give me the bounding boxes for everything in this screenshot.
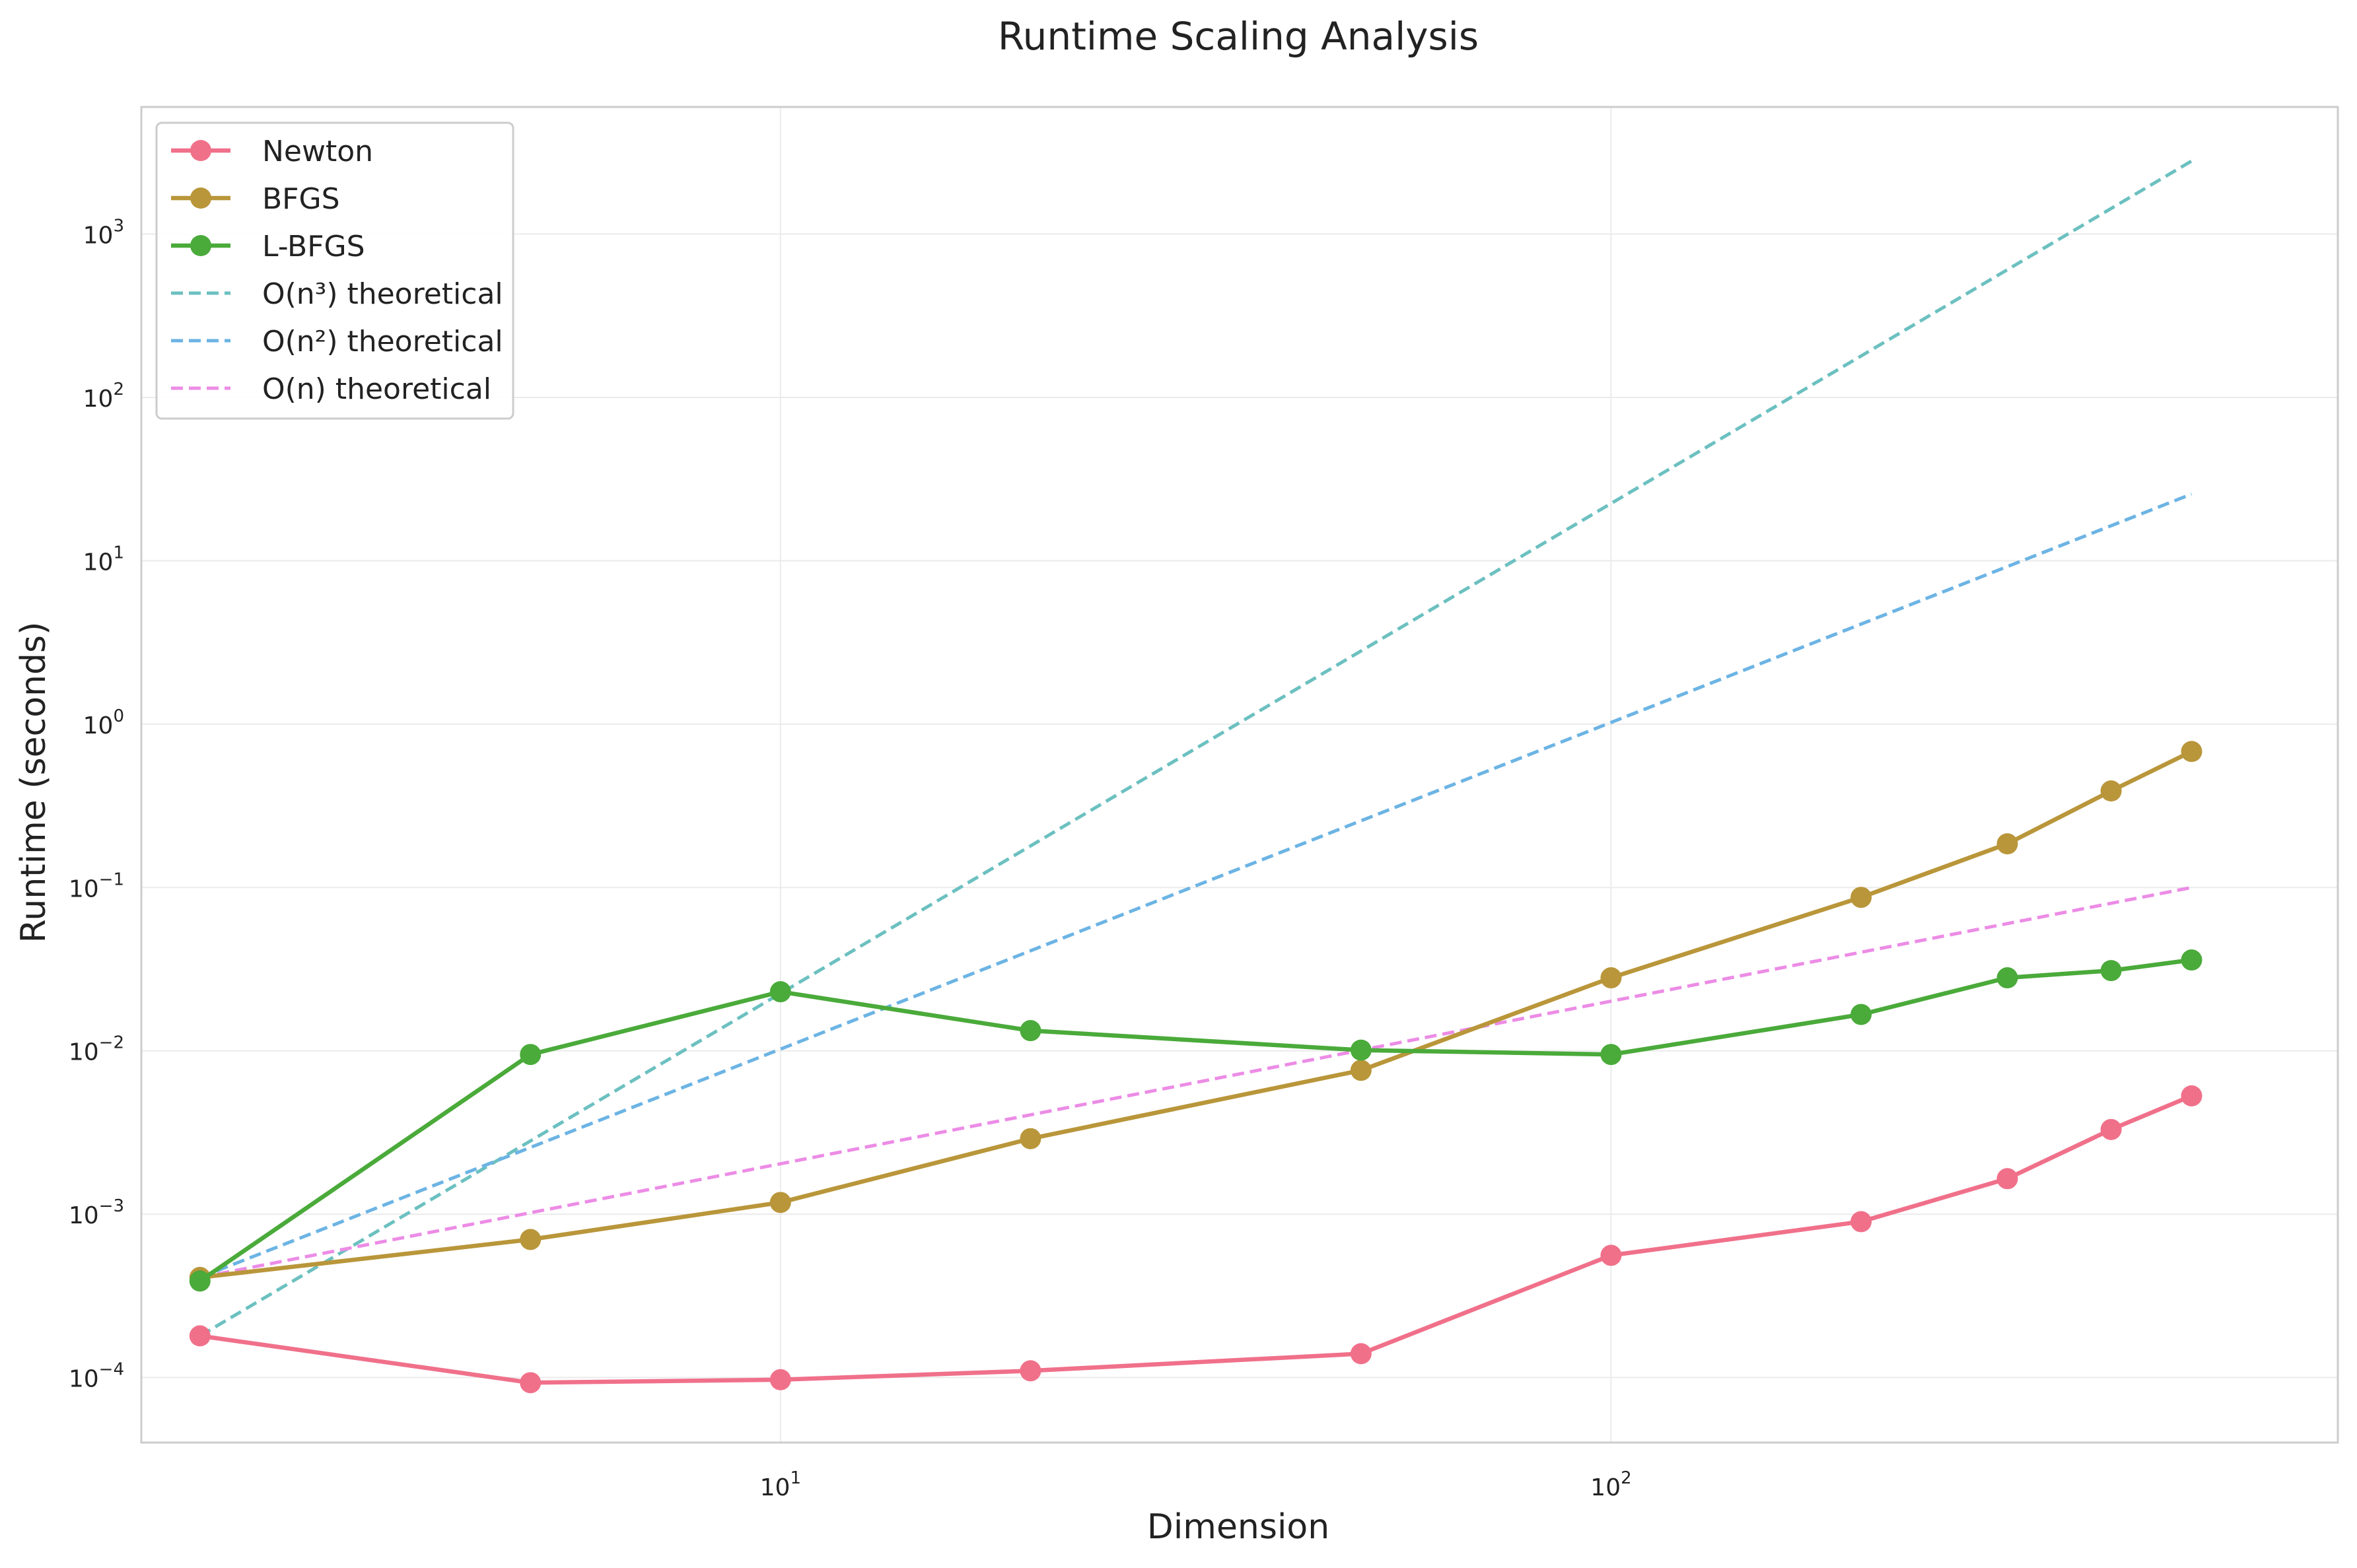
x-tick-label-base: 10 (1590, 1474, 1621, 1501)
data-point-newton (1850, 1211, 1872, 1233)
data-point-newton (1350, 1343, 1372, 1365)
data-point-l-bfgs (1020, 1020, 1041, 1042)
series-line-o-n-theoretical (199, 493, 2193, 1279)
data-point-l-bfgs (1600, 1044, 1622, 1066)
legend-item-l-bfgs: L-BFGS (171, 230, 365, 263)
series-newton (189, 1085, 2202, 1394)
legend-item-o-n-theoretical: O(n²) theoretical (171, 325, 503, 358)
y-tick-label-exponent: −4 (99, 1360, 124, 1380)
data-point-bfgs (2181, 741, 2202, 763)
y-tick-label: 102 (83, 380, 124, 413)
data-point-bfgs (1850, 887, 1872, 908)
data-point-l-bfgs (1850, 1004, 1872, 1025)
data-point-l-bfgs (520, 1044, 542, 1066)
legend-item-o-n-theoretical: O(n³) theoretical (171, 277, 503, 311)
x-tick-label-base: 10 (760, 1474, 791, 1501)
legend-frame (155, 121, 514, 420)
y-tick-label-exponent: 0 (113, 706, 124, 726)
y-tick-label-exponent: −2 (99, 1033, 124, 1053)
y-tick-label: 103 (83, 217, 124, 250)
y-tick-label-base: 10 (69, 1039, 99, 1066)
data-point-newton (1020, 1360, 1041, 1382)
data-point-bfgs (2100, 780, 2122, 802)
series-o-n-theoretical (199, 159, 2193, 1338)
y-tick-label: 10−3 (69, 1196, 124, 1229)
legend-label: Newton (262, 135, 373, 168)
y-tick-label-base: 10 (69, 1202, 99, 1229)
y-tick-label-base: 10 (83, 712, 114, 739)
y-tick-label-base: 10 (83, 222, 114, 250)
y-tick-label: 10−4 (69, 1360, 124, 1393)
data-point-bfgs (769, 1192, 791, 1213)
legend-label: O(n²) theoretical (262, 325, 503, 358)
data-point-l-bfgs (1350, 1039, 1372, 1061)
data-point-bfgs (1350, 1060, 1372, 1081)
legend-marker (190, 187, 211, 209)
y-tick-label-base: 10 (69, 1366, 99, 1393)
data-point-newton (2181, 1085, 2202, 1107)
legend-label: O(n³) theoretical (262, 277, 503, 311)
legend-marker (190, 235, 211, 256)
y-tick-label-base: 10 (83, 386, 114, 413)
y-tick-label-exponent: −1 (99, 869, 124, 889)
legend: Newton BFGS L-BFGS O(n³) theoretical O(n²) t… (155, 121, 514, 420)
data-point-bfgs (1600, 967, 1622, 989)
series-line-o-n-theoretical (199, 159, 2193, 1338)
y-tick-label: 10−1 (69, 869, 124, 903)
data-point-bfgs (1020, 1128, 1041, 1149)
chart-title: Runtime Scaling Analysis (998, 14, 1479, 59)
legend-label: O(n) theoretical (262, 372, 491, 406)
data-point-l-bfgs (2100, 960, 2122, 982)
plot-frame (140, 106, 2339, 1444)
data-point-newton (520, 1372, 542, 1394)
legend-item-bfgs: BFGS (171, 182, 340, 216)
y-tick-label-exponent: 3 (113, 217, 124, 236)
legend-marker (190, 140, 211, 161)
legend-label: BFGS (262, 182, 340, 216)
y-tick-label: 101 (83, 543, 124, 576)
series-o-n-theoretical (199, 493, 2193, 1279)
y-tick-label-exponent: 2 (113, 380, 124, 399)
data-point-newton (1996, 1168, 2018, 1190)
x-tick-label: 101 (760, 1468, 801, 1501)
data-point-newton (1600, 1244, 1622, 1266)
series-l-bfgs (189, 949, 2202, 1292)
data-point-newton (189, 1325, 211, 1347)
y-tick-label-base: 10 (69, 875, 99, 903)
x-tick-label-exponent: 2 (1621, 1468, 1632, 1488)
data-point-newton (2100, 1118, 2122, 1140)
series-bfgs (189, 741, 2202, 1288)
data-point-l-bfgs (189, 1270, 211, 1292)
legend-label: L-BFGS (262, 230, 365, 263)
series-line-l-bfgs (198, 957, 2192, 1283)
x-tick-label: 102 (1590, 1468, 1631, 1501)
series-line-newton (199, 1093, 2193, 1385)
y-tick-label-exponent: 1 (113, 543, 124, 562)
series-line-bfgs (199, 749, 2193, 1280)
y-tick-label: 100 (83, 706, 124, 739)
y-tick-label: 10−2 (69, 1033, 124, 1066)
data-point-newton (769, 1369, 791, 1390)
y-tick-label-base: 10 (83, 549, 114, 576)
x-tick-label-exponent: 1 (790, 1468, 801, 1488)
legend-item-o-n-theoretical: O(n) theoretical (171, 372, 491, 406)
legend-item-newton: Newton (171, 135, 373, 168)
data-point-bfgs (520, 1229, 542, 1250)
data-point-bfgs (1996, 833, 2018, 855)
data-point-l-bfgs (769, 981, 791, 1003)
y-axis-label: Runtime (seconds) (14, 622, 53, 943)
data-point-l-bfgs (1996, 967, 2018, 989)
data-point-l-bfgs (2181, 949, 2202, 971)
x-axis-label: Dimension (1147, 1507, 1329, 1547)
y-tick-label-exponent: −3 (99, 1196, 124, 1216)
